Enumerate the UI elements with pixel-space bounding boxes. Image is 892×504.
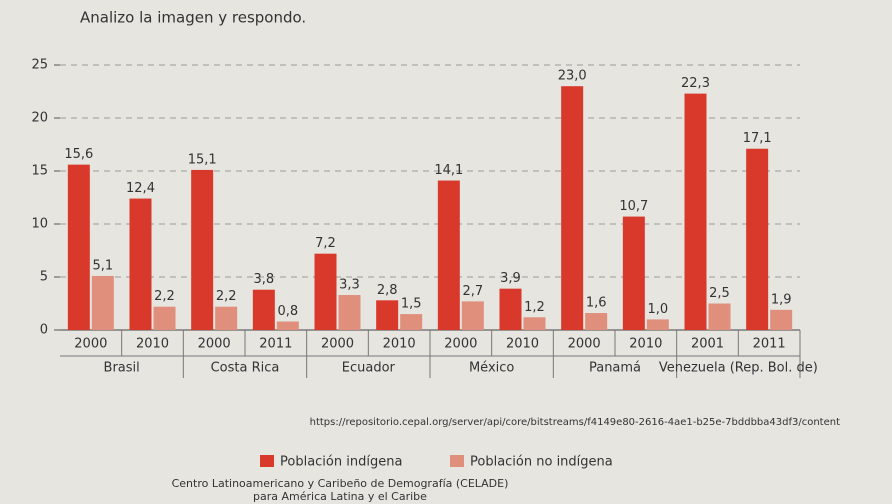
legend-label: Población indígena (280, 455, 402, 470)
bar (461, 301, 484, 330)
y-tick-label: 15 (31, 164, 48, 179)
bar (746, 148, 769, 330)
legend-swatch (260, 455, 274, 467)
bar (314, 253, 337, 330)
bar (191, 169, 214, 330)
value-label: 2,8 (377, 283, 398, 298)
value-label: 14,1 (434, 163, 463, 178)
group-label: Brasil (104, 361, 140, 376)
chart-title: Analizo la imagen y respondo. (80, 9, 306, 27)
group-label: Costa Rica (211, 361, 280, 376)
bar (622, 216, 645, 330)
y-tick-label: 20 (31, 111, 48, 126)
bar (91, 275, 114, 330)
bar (400, 314, 423, 330)
x-tick-label: 2000 (198, 337, 231, 352)
value-label: 3,9 (500, 271, 521, 286)
value-label: 1,6 (586, 296, 607, 311)
value-label: 7,2 (315, 236, 336, 251)
bar (684, 93, 707, 331)
x-tick-label: 2010 (383, 337, 416, 352)
value-label: 15,6 (64, 147, 93, 162)
y-tick-label: 25 (31, 58, 48, 73)
group-label: Panamá (589, 361, 641, 376)
legend-swatch (450, 455, 464, 467)
value-label: 1,0 (647, 302, 668, 317)
x-tick-label: 2001 (691, 337, 724, 352)
bar (437, 180, 460, 330)
x-tick-label: 2000 (444, 337, 477, 352)
x-tick-label: 2000 (568, 337, 601, 352)
value-label: 15,1 (188, 152, 217, 167)
value-label: 5,1 (92, 258, 113, 273)
value-label: 1,2 (524, 300, 545, 315)
value-label: 17,1 (743, 131, 772, 146)
bar (561, 86, 584, 330)
group-label: México (469, 361, 514, 376)
value-label: 3,3 (339, 278, 360, 293)
value-label: 12,4 (126, 181, 155, 196)
bar (499, 288, 522, 330)
source: https://repositorio.cepal.org/server/api… (310, 417, 840, 428)
bar (153, 306, 176, 330)
value-label: 3,8 (253, 272, 274, 287)
x-tick-label: 2000 (74, 337, 107, 352)
x-tick-label: 2011 (259, 337, 292, 352)
bar (646, 319, 669, 330)
bar (708, 303, 731, 330)
value-label: 2,5 (709, 286, 730, 301)
footnote: Centro Latinoamericano y Caribeño de Dem… (172, 477, 509, 490)
footnote: para América Latina y el Caribe (253, 490, 427, 503)
bar (523, 317, 546, 330)
y-tick-label: 5 (40, 270, 48, 285)
value-label: 23,0 (558, 69, 587, 84)
bar (770, 309, 793, 330)
value-label: 1,5 (401, 297, 422, 312)
group-label: Ecuador (342, 361, 396, 376)
bar (276, 321, 299, 330)
x-tick-label: 2010 (506, 337, 539, 352)
bar (252, 289, 275, 330)
value-label: 0,8 (277, 304, 298, 319)
value-label: 2,7 (462, 284, 483, 299)
x-tick-label: 2010 (136, 337, 169, 352)
bar (585, 313, 608, 330)
bar (376, 300, 399, 330)
bar (215, 306, 238, 330)
x-tick-label: 2000 (321, 337, 354, 352)
value-label: 2,2 (216, 289, 237, 304)
x-tick-label: 2011 (753, 337, 786, 352)
y-tick-label: 10 (31, 217, 48, 232)
y-tick-label: 0 (40, 323, 48, 338)
value-label: 10,7 (619, 199, 648, 214)
bar (129, 198, 152, 330)
x-tick-label: 2010 (629, 337, 662, 352)
value-label: 22,3 (681, 76, 710, 91)
group-label: Venezuela (Rep. Bol. de) (659, 361, 818, 376)
legend-label: Población no indígena (470, 455, 613, 470)
bar (338, 295, 361, 330)
value-label: 2,2 (154, 289, 175, 304)
value-label: 1,9 (771, 292, 792, 307)
bar (67, 164, 90, 330)
